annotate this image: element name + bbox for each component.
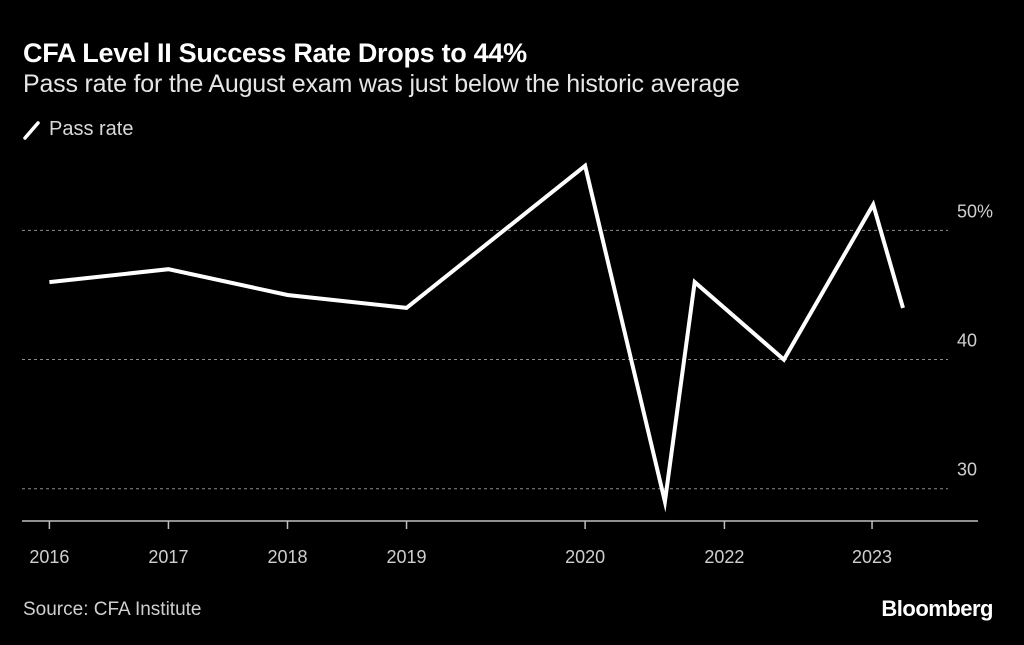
chart-title: CFA Level II Success Rate Drops to 44%: [23, 38, 527, 68]
y-tick-label: 50%: [957, 201, 993, 221]
x-tick-label: 2016: [29, 547, 69, 567]
series-line-pass-rate: [49, 162, 905, 513]
legend-label: Pass rate: [49, 118, 134, 140]
chart-subtitle: Pass rate for the August exam was just b…: [23, 70, 740, 98]
x-tick-label: 2020: [565, 547, 605, 567]
x-tick-label: 2018: [267, 547, 307, 567]
x-tick-label: 2019: [387, 547, 427, 567]
y-tick-label: 30: [957, 460, 977, 480]
source-note: Source: CFA Institute: [23, 599, 202, 620]
y-tick-label: 40: [957, 331, 977, 351]
bloomberg-logo: Bloomberg: [881, 596, 993, 621]
legend: Pass rate: [23, 118, 133, 141]
x-tick-label: 2022: [704, 547, 744, 567]
x-tick-label: 2023: [852, 547, 892, 567]
x-tick-label: 2017: [148, 547, 188, 567]
legend-line-icon: [23, 120, 40, 140]
